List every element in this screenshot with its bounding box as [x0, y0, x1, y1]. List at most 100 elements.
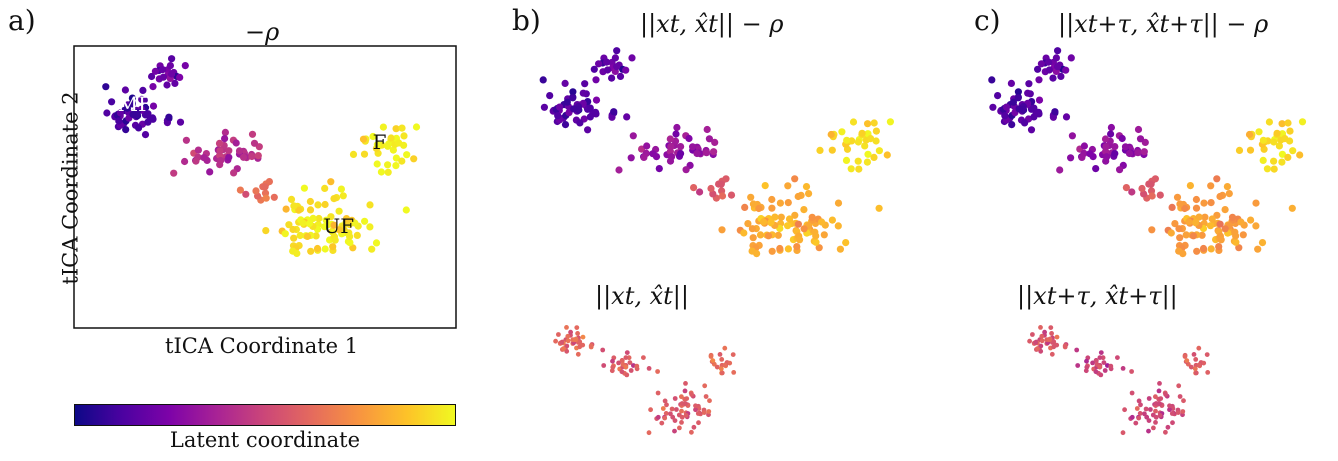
scatter-point [1039, 338, 1045, 344]
scatter-point [791, 175, 799, 183]
scatter-point [710, 358, 716, 363]
scatter-point [576, 119, 584, 127]
scatter-point [1193, 370, 1199, 376]
scatter-point [1176, 234, 1184, 242]
scatter-point [159, 73, 167, 81]
scatter-point [122, 126, 130, 134]
scatter-point [1093, 369, 1099, 375]
scatter-point [717, 352, 723, 357]
scatter-point [722, 175, 730, 183]
scatter-point [168, 55, 176, 63]
scatter-point [287, 195, 296, 203]
scatter-point [192, 157, 200, 165]
scatter-point [402, 206, 410, 214]
scatter-point [800, 206, 808, 214]
scatter-point [1153, 394, 1158, 400]
scatter-point [679, 408, 684, 414]
scatter-point [1074, 347, 1080, 353]
scatter-point [102, 83, 110, 91]
scatter-point [200, 154, 208, 162]
scatter-point [695, 411, 701, 416]
scatter-point [1048, 325, 1054, 330]
scatter-point [1062, 343, 1068, 349]
scatter-point [1176, 383, 1182, 389]
scatter-point [556, 332, 561, 337]
scatter-point [1196, 345, 1202, 351]
scatter-point [722, 345, 728, 351]
scatter-point [1045, 58, 1053, 66]
scatter-point [1101, 360, 1107, 365]
scatter-point [847, 165, 855, 173]
scatter-point [564, 325, 569, 330]
scatter-point [1173, 193, 1182, 201]
scatter-point [875, 147, 883, 155]
scatter-point [667, 143, 675, 151]
scatter-point [670, 414, 676, 420]
scatter-point [854, 157, 862, 165]
scatter-point [705, 135, 713, 143]
scatter-point [682, 388, 688, 394]
scatter-point [1208, 215, 1216, 223]
scatter-point [655, 165, 663, 173]
scatter-point [718, 366, 724, 372]
scatter-point [116, 109, 125, 117]
scatter-point [392, 125, 400, 133]
scatter-point [580, 334, 586, 340]
scatter-point [731, 370, 737, 375]
scatter-point [1288, 204, 1296, 212]
scatter-point [1025, 80, 1033, 88]
scatter-point [1009, 98, 1017, 106]
scatter-point [689, 392, 694, 397]
scatter-point [221, 128, 229, 136]
scatter-point [1176, 200, 1184, 208]
scatter-point [216, 147, 224, 155]
scatter-point [784, 222, 792, 230]
scatter-point [1014, 94, 1022, 102]
scatter-point [677, 425, 682, 431]
scatter-point [793, 243, 801, 251]
scatter-point [1047, 336, 1053, 342]
scatter-point [1192, 204, 1201, 212]
scatter-point [1136, 398, 1142, 404]
scatter-point [796, 236, 804, 244]
scatter-point [330, 195, 338, 203]
scatter-point [622, 66, 630, 74]
scatter-point [1027, 126, 1036, 134]
scatter-point [1054, 334, 1060, 340]
scatter-point [1157, 413, 1163, 418]
scatter-point [774, 231, 782, 239]
panel-label-b: b) [512, 4, 541, 37]
scatter-point [815, 244, 823, 252]
scatter-point [1038, 348, 1044, 354]
scatter-point [254, 152, 262, 160]
scatter-point [1169, 411, 1175, 416]
scatter-point [1151, 175, 1159, 183]
scatter-point [1259, 156, 1267, 164]
scatter-point [1205, 370, 1211, 375]
scatter-point [300, 184, 308, 192]
scatter-point [1122, 407, 1127, 413]
scatter-point [306, 197, 314, 206]
scatter-point [703, 125, 711, 134]
scatter-point [867, 135, 875, 143]
scatter-point [842, 156, 851, 164]
scatter-point [366, 201, 374, 209]
scatter-point [683, 413, 689, 418]
scatter-point [573, 336, 579, 342]
scatter-point [808, 213, 816, 221]
scatter-point [1246, 146, 1255, 154]
scatter-point [1217, 236, 1225, 244]
title-c-top: ||xt+τ, x̂t+τ|| − ρ [1058, 10, 1269, 38]
scatter-point [747, 193, 755, 201]
scatter-point [601, 363, 607, 368]
scatter-point [1051, 339, 1057, 345]
scatter-point [624, 372, 630, 378]
scatter-point [1008, 121, 1016, 129]
scatter-point [1258, 239, 1267, 247]
plot-frame [73, 45, 457, 329]
scatter-point [138, 95, 146, 103]
scatter-point [679, 394, 684, 400]
scatter-point [1062, 113, 1071, 121]
scatter-point [610, 108, 618, 116]
scatter-point [777, 213, 785, 221]
